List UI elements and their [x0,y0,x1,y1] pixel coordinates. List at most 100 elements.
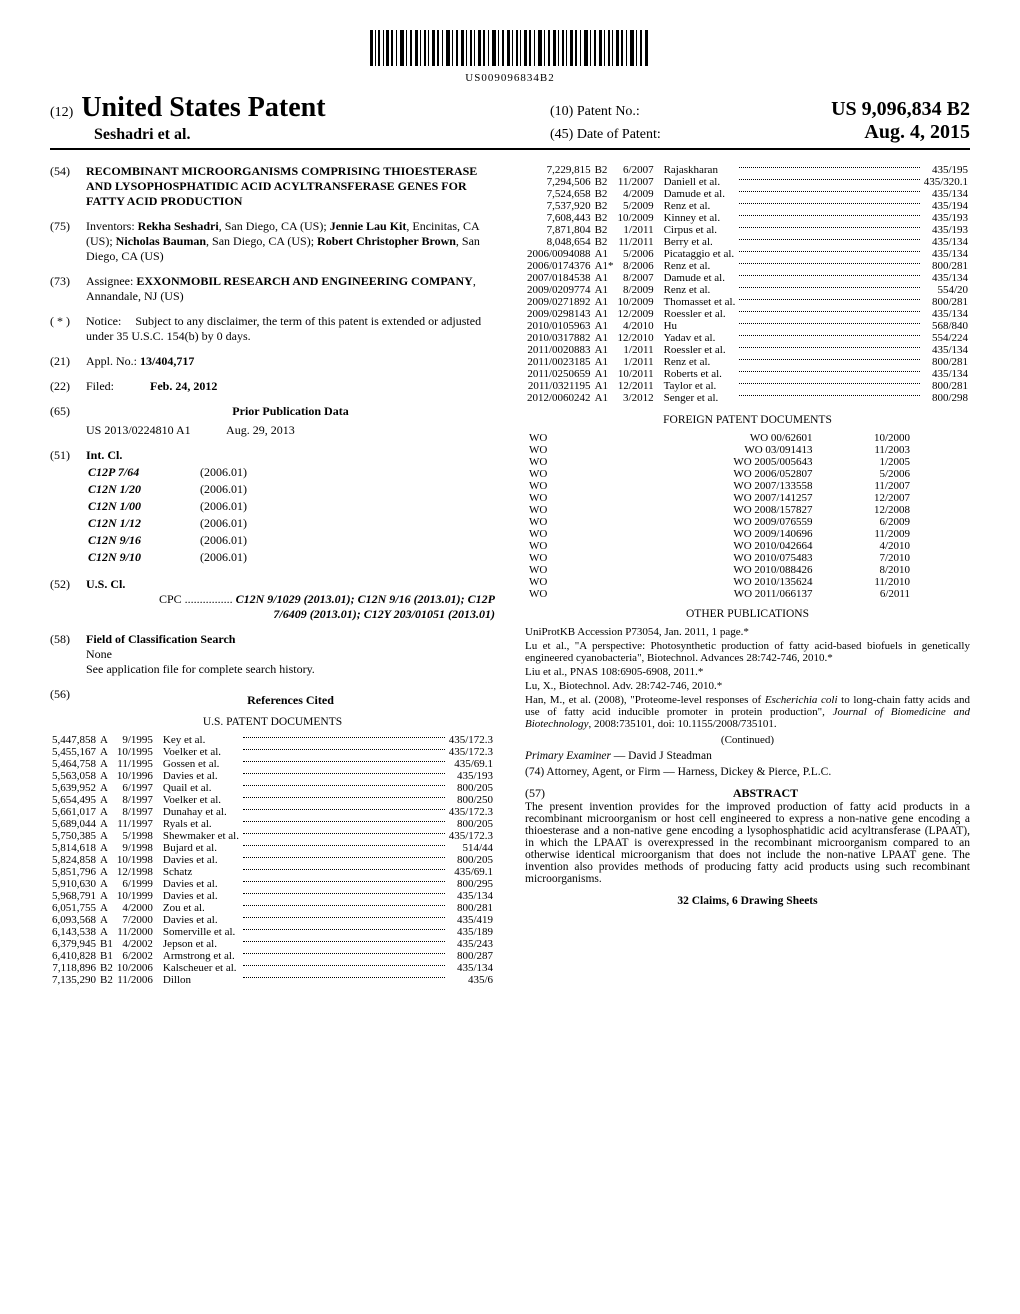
num-58: (58) [50,632,86,677]
patent-row: 2009/0271892A110/2009Thomasset et al.800… [525,296,970,308]
num-73: (73) [50,274,86,304]
us-patents-left-table: 5,447,858A9/1995Key et al.435/172.35,455… [50,734,495,986]
prior-pub-body: Prior Publication Data US 2013/0224810 A… [86,404,495,438]
num-75: (75) [50,219,86,264]
field-51: (51) Int. Cl. C12P 7/64(2006.01)C12N 1/2… [50,448,495,567]
patent-row: 2011/0023185A11/2011Renz et al.800/281 [525,356,970,368]
prior-pub-date: Aug. 29, 2013 [226,423,295,437]
patent-row: 5,447,858A9/1995Key et al.435/172.3 [50,734,495,746]
patent-row: 5,689,044A11/1997Ryals et al.800/205 [50,818,495,830]
patent-row: 2011/0250659A110/2011Roberts et al.435/1… [525,368,970,380]
patent-row: 5,968,791A10/1999Davies et al.435/134 [50,890,495,902]
num-56: (56) [50,687,86,712]
pno-num: (10) [550,104,573,119]
field-22: (22) Filed: Feb. 24, 2012 [50,379,495,394]
search-none: None [86,647,495,662]
other-pub-entry: Lu et al., "A perspective: Photosyntheti… [525,640,970,664]
field-21: (21) Appl. No.: 13/404,717 [50,354,495,369]
num-54: (54) [50,164,86,209]
dop-label: Date of Patent: [577,127,661,142]
patent-row: 2011/0321195A112/2011Taylor et al.800/28… [525,380,970,392]
patent-row: 5,814,618A9/1998Bujard et al.514/44 [50,842,495,854]
foreign-patent-row: WOWO 2010/0426644/2010 [525,540,970,552]
other-pub-heading: OTHER PUBLICATIONS [525,608,970,620]
patent-row: 5,910,630A6/1999Davies et al.800/295 [50,878,495,890]
patent-row: 7,229,815B26/2007Rajaskharan435/195 [525,164,970,176]
patent-row: 6,143,538A11/2000Somerville et al.435/18… [50,926,495,938]
num-22: (22) [50,379,86,394]
foreign-patent-row: WOWO 2010/13562411/2010 [525,576,970,588]
us-patents-right-table: 7,229,815B26/2007Rajaskharan435/1957,294… [525,164,970,404]
dop-num: (45) [550,127,573,142]
appl-no: 13/404,717 [140,354,194,368]
patent-row: 5,661,017A8/1997Dunahay et al.435/172.3 [50,806,495,818]
barcode [370,30,650,70]
inventors-body: Inventors: Rekha Seshadri, San Diego, CA… [86,219,495,264]
notice-body: Notice: Subject to any disclaimer, the t… [86,314,495,344]
attorney-label: (74) Attorney, Agent, or Firm [525,766,660,778]
foreign-patent-row: WOWO 2005/0056431/2005 [525,456,970,468]
patent-row: 7,294,506B211/2007Daniell et al.435/320.… [525,176,970,188]
inventors-text: Rekha Seshadri, San Diego, CA (US); Jenn… [86,219,480,263]
attorney-line: (74) Attorney, Agent, or Firm — Harness,… [525,766,970,778]
fp-heading: FOREIGN PATENT DOCUMENTS [525,414,970,426]
patent-row: 2009/0209774A18/2009Renz et al.554/20 [525,284,970,296]
foreign-patent-row: WOWO 03/09141311/2003 [525,444,970,456]
num-51: (51) [50,448,86,567]
notice-text: Subject to any disclaimer, the term of t… [86,314,481,343]
patent-row: 2009/0298143A112/2009Roessler et al.435/… [525,308,970,320]
left-column: (54) RECOMBINANT MICROORGANISMS COMPRISI… [50,164,495,986]
patent-row: 6,093,568A7/2000Davies et al.435/419 [50,914,495,926]
intcl-table: C12P 7/64(2006.01)C12N 1/20(2006.01)C12N… [86,463,257,567]
notice-label: Notice: [86,314,121,328]
uscl-body: U.S. Cl. CPC ................ C12N 9/102… [86,577,495,622]
other-pubs: UniProtKB Accession P73054, Jan. 2011, 1… [525,626,970,730]
cpc-label: CPC [159,592,182,606]
pno-label: Patent No.: [577,104,640,119]
date-of-patent: Aug. 4, 2015 [864,121,970,144]
patent-row: 7,537,920B25/2009Renz et al.435/194 [525,200,970,212]
authors: Seshadri et al. [50,126,326,144]
filed-body: Filed: Feb. 24, 2012 [86,379,495,394]
field-65: (65) Prior Publication Data US 2013/0224… [50,404,495,438]
patent-page: US009096834B2 (12) United States Patent … [0,0,1020,1016]
abstract-heading-row: (57) ABSTRACT [525,786,970,801]
foreign-patent-row: WOWO 2010/0754837/2010 [525,552,970,564]
abstract-heading: ABSTRACT [733,786,798,800]
field-75: (75) Inventors: Rekha Seshadri, San Dieg… [50,219,495,264]
foreign-patent-row: WOWO 2006/0528075/2006 [525,468,970,480]
abstract-num: (57) [525,786,561,801]
assignee-name: EXXONMOBIL RESEARCH AND ENGINEERING COMP… [136,274,472,288]
uscl-label: U.S. Cl. [86,577,125,591]
patent-row: 7,135,290B211/2006Dillon435/6 [50,974,495,986]
foreign-patent-row: WOWO 00/6260110/2000 [525,432,970,444]
patent-row: 5,750,385A5/1998Shewmaker et al.435/172.… [50,830,495,842]
field-58: (58) Field of Classification Search None… [50,632,495,677]
field-73: (73) Assignee: EXXONMOBIL RESEARCH AND E… [50,274,495,304]
patent-row: 8,048,654B211/2011Berry et al.435/134 [525,236,970,248]
attorney-name: — Harness, Dickey & Pierce, P.L.C. [660,766,831,778]
other-pub-entry: UniProtKB Accession P73054, Jan. 2011, 1… [525,626,970,638]
patent-row: 2010/0317882A112/2010Yadav et al.554/224 [525,332,970,344]
patent-row: 7,608,443B210/2009Kinney et al.435/193 [525,212,970,224]
appl-body: Appl. No.: 13/404,717 [86,354,495,369]
patent-row: 6,379,945B14/2002Jepson et al.435/243 [50,938,495,950]
prior-pub-heading: Prior Publication Data [232,404,348,418]
patent-row: 5,563,058A10/1996Davies et al.435/193 [50,770,495,782]
right-column: 7,229,815B26/2007Rajaskharan435/1957,294… [525,164,970,986]
abstract-text: The present invention provides for the i… [525,801,970,885]
field-notice: ( * ) Notice: Subject to any disclaimer,… [50,314,495,344]
patent-row: 5,455,167A10/1995Voelker et al.435/172.3 [50,746,495,758]
patent-row: 7,871,804B21/2011Cirpus et al.435/193 [525,224,970,236]
claims-line: 32 Claims, 6 Drawing Sheets [525,895,970,907]
header-right-block: (10) Patent No.: US 9,096,834 B2 (45) Da… [550,98,970,144]
header-left-block: (12) United States Patent Seshadri et al… [50,92,326,144]
foreign-patents-table: WOWO 00/6260110/2000WOWO 03/09141311/200… [525,432,970,600]
patent-row: 2006/0174376A1*8/2006Renz et al.800/281 [525,260,970,272]
patent-row: 5,639,952A6/1997Quail et al.800/205 [50,782,495,794]
other-pub-entry: Lu, X., Biotechnol. Adv. 28:742-746, 201… [525,680,970,692]
barcode-text: US009096834B2 [50,72,970,84]
assignee-label: Assignee: [86,274,133,288]
other-pub-entry: Liu et al., PNAS 108:6905-6908, 2011.* [525,666,970,678]
foreign-patent-row: WOWO 2010/0884268/2010 [525,564,970,576]
